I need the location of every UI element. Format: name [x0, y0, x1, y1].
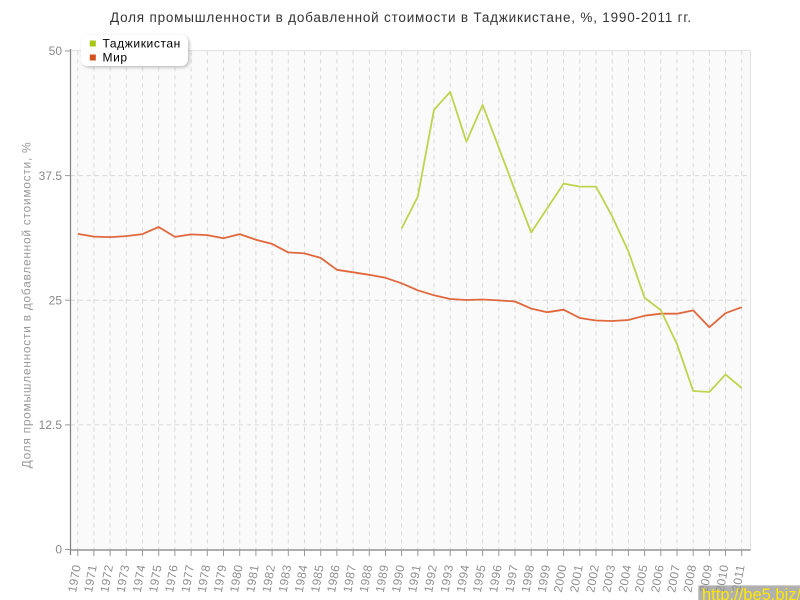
svg-text:2001: 2001 [567, 564, 586, 594]
svg-text:2009: 2009 [697, 564, 716, 594]
svg-text:1995: 1995 [470, 564, 489, 594]
svg-text:0: 0 [55, 543, 62, 557]
svg-text:2003: 2003 [600, 564, 619, 594]
svg-text:50: 50 [49, 44, 63, 58]
svg-text:25: 25 [49, 293, 63, 307]
svg-text:1990: 1990 [389, 564, 408, 594]
svg-text:2007: 2007 [664, 564, 683, 594]
svg-text:1998: 1998 [519, 564, 538, 594]
svg-text:1979: 1979 [211, 564, 230, 594]
svg-text:1999: 1999 [535, 564, 554, 594]
svg-text:1972: 1972 [97, 564, 116, 594]
svg-text:1970: 1970 [65, 564, 84, 594]
svg-text:2010: 2010 [713, 564, 732, 594]
svg-text:1989: 1989 [373, 564, 392, 594]
svg-text:1987: 1987 [340, 564, 359, 594]
svg-text:1978: 1978 [195, 564, 214, 594]
svg-text:2011: 2011 [729, 564, 747, 593]
svg-text:http://be5.biz/: http://be5.biz/ [702, 586, 800, 600]
svg-text:Доля промышленности в добавлен: Доля промышленности в добавленной стоимо… [20, 142, 34, 469]
svg-text:2006: 2006 [648, 564, 667, 594]
svg-text:2004: 2004 [616, 564, 635, 594]
svg-text:1993: 1993 [438, 564, 457, 594]
svg-text:37.5: 37.5 [39, 169, 63, 183]
svg-text:Таджикистан: Таджикистан [103, 37, 181, 51]
svg-text:1982: 1982 [259, 564, 278, 594]
svg-text:1983: 1983 [276, 564, 295, 594]
svg-text:1976: 1976 [162, 564, 181, 594]
svg-text:1997: 1997 [502, 564, 521, 594]
svg-text:1996: 1996 [486, 564, 505, 594]
svg-text:Мир: Мир [103, 51, 128, 65]
svg-text:1986: 1986 [324, 564, 343, 594]
svg-text:1984: 1984 [292, 564, 311, 594]
svg-text:12.5: 12.5 [39, 418, 63, 432]
svg-text:1977: 1977 [178, 564, 197, 594]
svg-text:1975: 1975 [146, 564, 165, 594]
svg-text:2008: 2008 [681, 564, 700, 594]
svg-text:1994: 1994 [454, 564, 473, 594]
svg-text:1991: 1991 [405, 564, 424, 594]
svg-text:1971: 1971 [81, 564, 100, 594]
svg-text:Доля промышленности в добавлен: Доля промышленности в добавленной стоимо… [110, 10, 692, 25]
svg-text:1974: 1974 [130, 564, 149, 594]
svg-text:1973: 1973 [114, 564, 133, 594]
svg-text:2002: 2002 [583, 564, 602, 594]
svg-text:1981: 1981 [243, 564, 262, 594]
svg-text:1988: 1988 [357, 564, 376, 594]
svg-text:2005: 2005 [632, 564, 651, 594]
svg-text:1985: 1985 [308, 564, 327, 594]
svg-text:1980: 1980 [227, 564, 246, 594]
svg-text:1992: 1992 [421, 564, 440, 594]
svg-text:2000: 2000 [551, 564, 570, 594]
